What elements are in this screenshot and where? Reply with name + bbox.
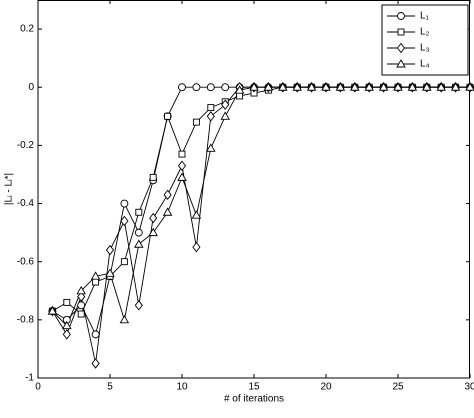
marker: [206, 143, 216, 152]
marker: [177, 160, 187, 171]
series-line: [52, 86, 470, 364]
series-line: [52, 86, 470, 327]
marker: [76, 285, 86, 295]
legend-label: L₃: [420, 43, 430, 54]
marker: [221, 83, 230, 92]
marker: [134, 300, 143, 311]
series-line: [52, 86, 470, 336]
marker: [77, 291, 86, 302]
x-tick-label: 5: [107, 382, 113, 393]
y-tick-label: -0.6: [17, 256, 35, 267]
marker: [278, 82, 288, 91]
y-tick-label: 0.2: [20, 24, 34, 35]
series-line: [52, 86, 470, 315]
marker: [192, 83, 201, 92]
marker: [62, 320, 72, 330]
marker: [249, 82, 259, 91]
x-tick-label: 25: [392, 382, 404, 393]
marker: [436, 82, 446, 91]
marker: [149, 212, 158, 224]
marker: [422, 82, 432, 91]
marker: [178, 150, 186, 158]
marker: [393, 82, 403, 91]
x-tick-label: 10: [176, 382, 188, 393]
x-tick-label: 20: [320, 382, 332, 393]
marker: [321, 82, 331, 91]
x-tick-label: 0: [35, 382, 41, 393]
marker: [135, 208, 143, 216]
y-axis-label: |Lᵢ - Lᵢ*|: [4, 173, 15, 205]
marker: [220, 111, 230, 120]
marker: [90, 271, 101, 280]
marker: [163, 189, 172, 201]
y-tick-label: -0.4: [17, 198, 35, 209]
marker: [178, 83, 186, 92]
marker: [91, 330, 100, 339]
marker: [364, 82, 374, 91]
marker: [63, 298, 71, 306]
marker: [105, 244, 115, 256]
marker: [134, 228, 143, 237]
y-tick-label: -1: [25, 373, 34, 384]
legend-label: L₂: [420, 27, 430, 38]
marker: [77, 301, 86, 310]
marker: [177, 172, 187, 181]
marker: [450, 82, 461, 91]
x-tick-label: 15: [248, 382, 260, 393]
marker: [350, 82, 360, 91]
y-tick-label: -0.2: [17, 140, 35, 151]
x-axis-label: # of iterations: [224, 394, 284, 405]
marker: [47, 306, 58, 315]
marker: [206, 83, 215, 92]
marker: [149, 173, 157, 181]
marker: [148, 227, 158, 237]
legend-box: [381, 4, 469, 76]
marker: [263, 82, 274, 91]
marker: [191, 210, 202, 219]
marker: [120, 215, 129, 227]
x-tick-label: 30: [464, 382, 474, 393]
marker: [105, 268, 115, 277]
marker: [236, 92, 244, 100]
legend-marker: [397, 12, 405, 20]
marker: [91, 358, 100, 369]
marker: [162, 207, 173, 216]
marker: [134, 239, 144, 248]
marker: [306, 82, 317, 91]
marker: [206, 111, 215, 122]
marker: [407, 82, 418, 91]
marker: [221, 99, 230, 110]
legend-label: L₁: [420, 11, 430, 22]
marker: [335, 82, 346, 91]
marker: [378, 82, 389, 91]
marker: [207, 104, 215, 112]
legend-label: L₄: [420, 59, 430, 70]
marker: [234, 85, 245, 94]
marker: [77, 310, 85, 318]
legend-marker: [396, 42, 406, 54]
marker: [62, 329, 71, 340]
marker: [92, 278, 100, 286]
marker: [192, 241, 201, 253]
legend-marker: [397, 28, 405, 36]
marker: [192, 118, 200, 126]
legend-marker: [396, 59, 406, 68]
marker: [120, 199, 129, 208]
marker: [292, 82, 302, 91]
marker: [120, 258, 128, 266]
marker: [465, 82, 474, 91]
marker: [164, 112, 172, 120]
y-tick-label: -0.8: [17, 314, 35, 325]
y-tick-label: 0: [28, 82, 34, 93]
marker: [119, 314, 130, 324]
